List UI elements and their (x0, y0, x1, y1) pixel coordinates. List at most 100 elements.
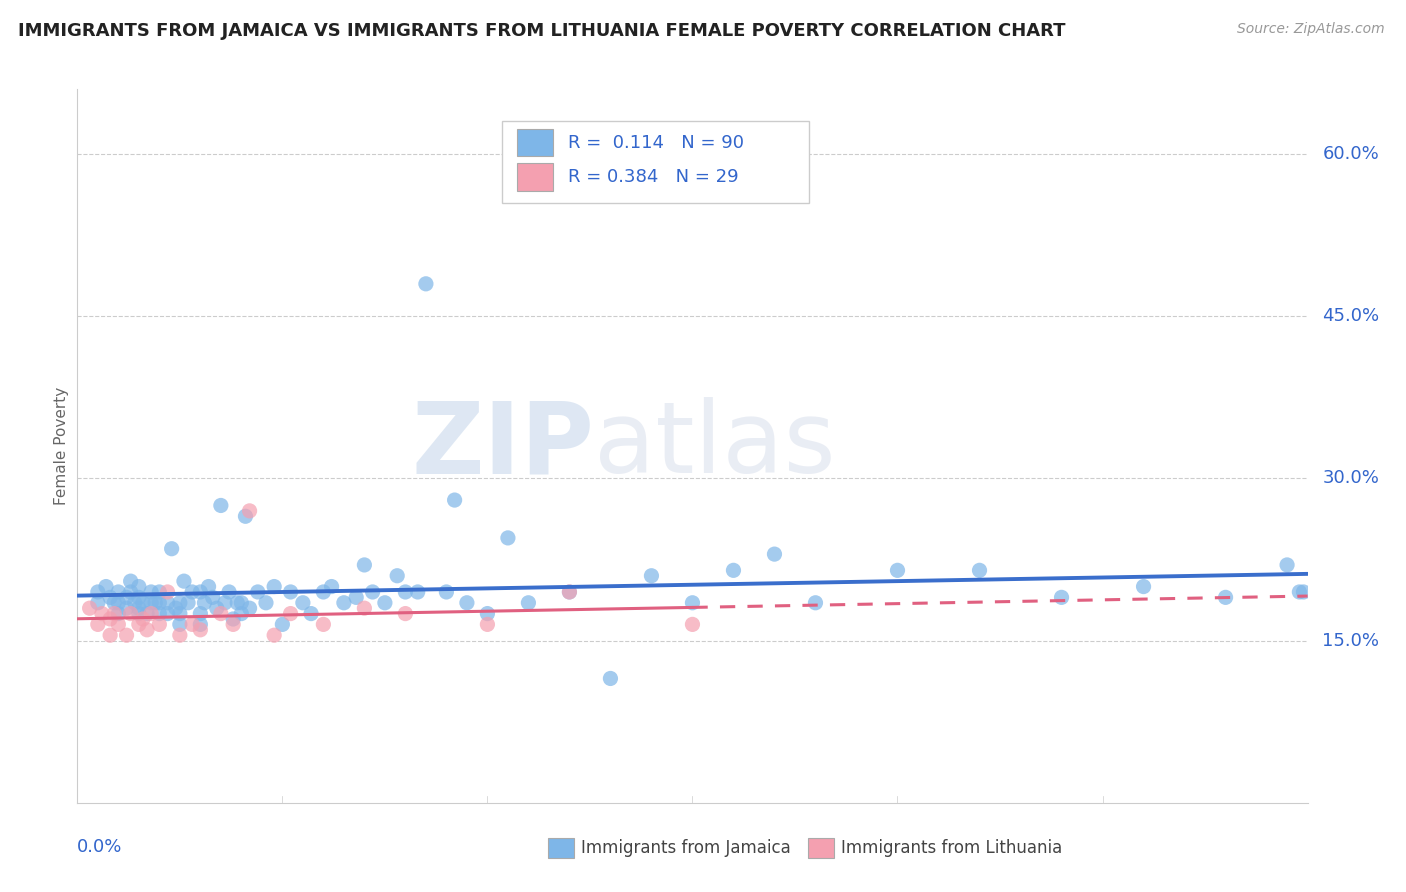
Point (477, 617, 499, 632)
Point (254, 596, 277, 610)
Text: R =  0.114   N = 90: R = 0.114 N = 90 (568, 134, 744, 152)
Point (231, 607, 253, 621)
Point (214, 596, 236, 610)
Point (291, 596, 314, 610)
Point (1132, 580, 1154, 594)
Point (443, 493, 465, 508)
Point (107, 617, 129, 632)
Text: 0.0%: 0.0% (77, 838, 122, 856)
Point (222, 617, 245, 632)
Point (344, 591, 367, 605)
Point (128, 591, 150, 605)
Point (239, 504, 262, 518)
Point (394, 607, 416, 621)
Point (90, 607, 114, 621)
Point (1288, 585, 1310, 599)
Point (120, 574, 142, 589)
Point (361, 585, 384, 599)
Point (222, 612, 245, 626)
Point (188, 607, 212, 621)
Point (239, 601, 262, 615)
Text: 45.0%: 45.0% (1323, 307, 1379, 326)
Point (333, 596, 356, 610)
Text: Immigrants from Jamaica: Immigrants from Jamaica (581, 839, 790, 857)
Point (218, 585, 240, 599)
Point (169, 628, 191, 642)
Point (87, 585, 110, 599)
Point (177, 596, 200, 610)
Point (107, 607, 129, 621)
Text: 15.0%: 15.0% (1323, 632, 1379, 649)
Point (205, 601, 228, 615)
Point (115, 591, 138, 605)
Point (120, 585, 142, 599)
Point (98, 628, 121, 642)
Point (886, 563, 908, 577)
Point (517, 596, 540, 610)
Text: 60.0%: 60.0% (1323, 145, 1379, 163)
Point (103, 596, 125, 610)
Point (477, 607, 499, 621)
Point (188, 585, 212, 599)
Text: 30.0%: 30.0% (1323, 469, 1379, 487)
Point (98, 591, 121, 605)
Point (181, 617, 204, 632)
Point (723, 563, 745, 577)
Point (160, 541, 183, 556)
Point (280, 585, 302, 599)
Point (156, 607, 179, 621)
Point (231, 596, 253, 610)
Point (136, 607, 159, 621)
Point (235, 509, 257, 524)
Point (107, 585, 129, 599)
Point (312, 585, 335, 599)
Point (321, 580, 343, 594)
Point (456, 596, 478, 610)
Point (640, 568, 662, 582)
Point (188, 617, 212, 632)
FancyBboxPatch shape (516, 129, 554, 156)
Text: Source: ZipAtlas.com: Source: ZipAtlas.com (1237, 22, 1385, 37)
Y-axis label: Female Poverty: Female Poverty (53, 387, 69, 505)
Point (763, 547, 786, 561)
Point (181, 585, 204, 599)
Text: R = 0.384   N = 29: R = 0.384 N = 29 (568, 168, 738, 186)
Point (124, 596, 146, 610)
Point (804, 596, 827, 610)
Point (103, 607, 125, 621)
FancyBboxPatch shape (502, 121, 810, 203)
Point (98, 612, 121, 626)
Point (374, 596, 396, 610)
Point (148, 585, 170, 599)
Point (165, 601, 187, 615)
Point (128, 580, 150, 594)
Text: IMMIGRANTS FROM JAMAICA VS IMMIGRANTS FROM LITHUANIA FEMALE POVERTY CORRELATION : IMMIGRANTS FROM JAMAICA VS IMMIGRANTS FR… (18, 22, 1066, 40)
Point (385, 568, 409, 582)
Point (173, 574, 195, 589)
Point (353, 601, 375, 615)
Point (148, 617, 170, 632)
Point (141, 607, 163, 621)
Point (599, 672, 621, 686)
Point (209, 607, 232, 621)
Point (128, 617, 150, 632)
Point (169, 617, 191, 632)
Point (436, 585, 458, 599)
Point (1050, 591, 1073, 605)
Point (682, 596, 704, 610)
Point (107, 596, 129, 610)
Point (353, 558, 375, 572)
Point (271, 617, 294, 632)
FancyBboxPatch shape (516, 163, 554, 191)
Point (188, 623, 212, 637)
Point (132, 596, 155, 610)
Point (682, 617, 704, 632)
Point (94, 580, 117, 594)
Point (394, 585, 416, 599)
Point (201, 591, 224, 605)
Point (128, 607, 150, 621)
Point (148, 607, 170, 621)
Text: atlas: atlas (595, 398, 835, 494)
Point (141, 585, 163, 599)
Point (136, 623, 159, 637)
